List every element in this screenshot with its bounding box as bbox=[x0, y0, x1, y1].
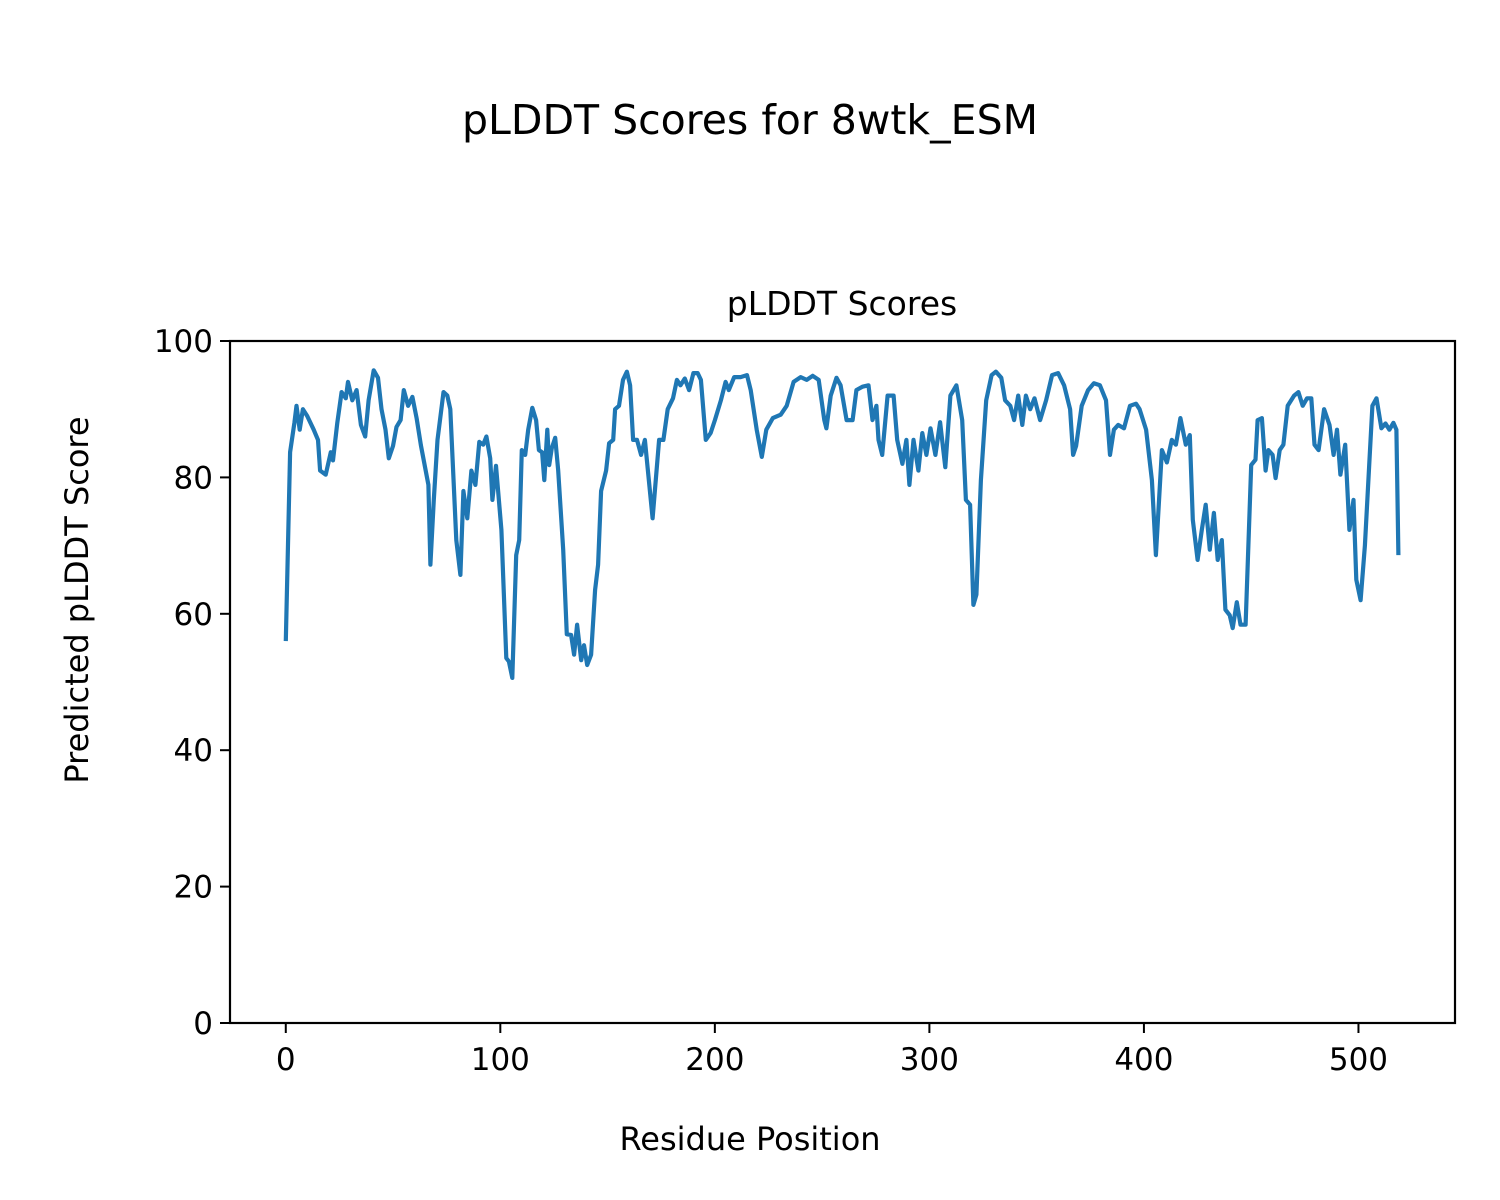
x-tick-label: 500 bbox=[1329, 1042, 1388, 1078]
x-tick-label: 200 bbox=[685, 1042, 744, 1078]
x-axis-ticks: 0 100 200 300 400 500 bbox=[276, 1023, 1388, 1078]
y-tick-label: 20 bbox=[174, 870, 213, 906]
y-tick-label: 80 bbox=[174, 460, 213, 496]
axes-frame bbox=[228, 339, 1457, 1025]
axes-title: pLDDT Scores bbox=[727, 284, 957, 323]
y-tick-label: 40 bbox=[174, 733, 213, 769]
y-tick-label: 100 bbox=[154, 324, 213, 360]
x-axis-label: Residue Position bbox=[619, 1120, 880, 1158]
y-tick-label: 60 bbox=[174, 597, 213, 633]
figure-title: pLDDT Scores for 8wtk_ESM bbox=[462, 96, 1038, 144]
x-tick-label: 0 bbox=[276, 1042, 296, 1078]
x-tick-label: 100 bbox=[471, 1042, 530, 1078]
x-tick-label: 300 bbox=[900, 1042, 959, 1078]
x-tick-label: 400 bbox=[1114, 1042, 1173, 1078]
plot-area bbox=[283, 368, 1401, 680]
y-tick-label: 0 bbox=[193, 1006, 213, 1042]
series-line-plddt bbox=[283, 368, 1401, 680]
y-axis-label: Predicted pLDDT Score bbox=[58, 416, 96, 783]
y-axis-ticks: 0 20 40 60 80 100 bbox=[154, 324, 230, 1042]
